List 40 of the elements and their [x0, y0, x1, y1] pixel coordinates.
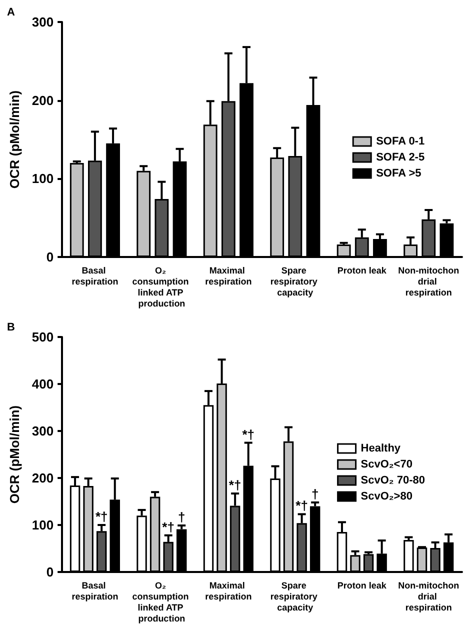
x-tick-label: Proton leak — [337, 266, 388, 276]
legend-label: ScvO₂ 70-80 — [360, 474, 426, 486]
y-tick-label: 0 — [46, 250, 54, 264]
x-tick-label: Maximal respiration — [205, 580, 252, 602]
annotation: *† — [162, 519, 174, 534]
y-tick-label: 0 — [46, 564, 54, 580]
x-tick-label: Basal respiration — [72, 266, 118, 286]
y-tick-label: 200 — [32, 470, 54, 486]
x-tick-label: Non-mitochondrial respiration — [398, 580, 460, 612]
x-tick-label: Maximal respiration — [205, 266, 252, 286]
annotation: *† — [95, 509, 108, 524]
annotation: *† — [296, 498, 308, 514]
y-tick-label: 200 — [32, 92, 54, 108]
y-tick-label: 100 — [32, 518, 54, 532]
y-tick-label: 100 — [32, 171, 54, 186]
y-tick-label: 300 — [32, 14, 54, 30]
annotation: † — [178, 509, 186, 524]
x-tick-label: Proton leak — [337, 580, 388, 590]
chart-title: A — [7, 6, 15, 18]
legend-label: SOFA 0-1 — [376, 136, 425, 148]
legend-label: ScvO₂>80 — [360, 490, 412, 502]
y-tick-label: 300 — [32, 424, 54, 438]
x-tick-label: Spare respiratory capacity — [270, 266, 320, 298]
chart-title: B — [7, 322, 15, 334]
legend-label: Healthy — [360, 442, 402, 454]
annotation: *† — [242, 426, 254, 442]
x-tick-label: O₂ consumption linked ATP production — [132, 266, 192, 308]
y-axis-title: OCR (pMol/min) — [7, 405, 22, 504]
x-tick-label: Spare respiratory capacity — [270, 580, 320, 612]
legend-label: SOFA 2-5 — [376, 152, 425, 164]
annotation: † — [311, 486, 319, 502]
x-tick-label: Non-mitochondrial respiration — [398, 266, 460, 298]
y-axis-title: OCR (pMol/min) — [7, 90, 22, 189]
x-tick-label: Basal respiration — [72, 580, 118, 602]
annotation: *† — [228, 478, 242, 493]
y-tick-label: 500 — [32, 330, 54, 344]
x-tick-label: O₂ consumption linked ATP production — [132, 580, 192, 624]
legend-label: SOFA >5 — [376, 168, 422, 180]
legend-label: ScvO₂<70 — [360, 458, 412, 470]
y-tick-label: 400 — [32, 376, 54, 392]
